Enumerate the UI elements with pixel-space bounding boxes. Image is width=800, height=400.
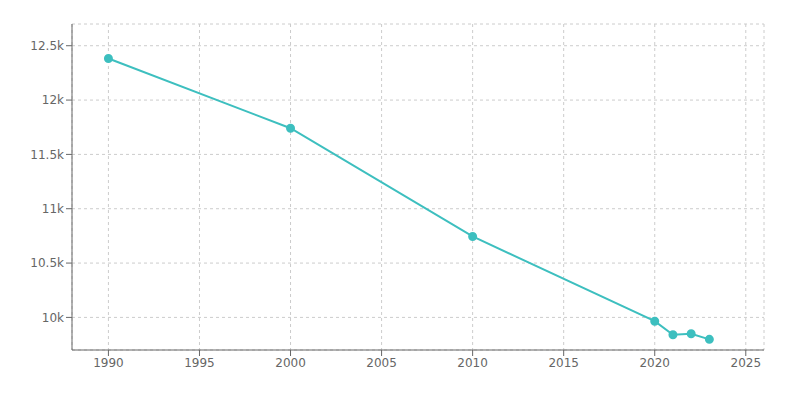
svg-text:12k: 12k xyxy=(42,93,64,107)
svg-text:10k: 10k xyxy=(42,311,64,325)
svg-text:2000: 2000 xyxy=(275,356,306,370)
svg-text:1995: 1995 xyxy=(184,356,215,370)
svg-text:2015: 2015 xyxy=(548,356,579,370)
svg-text:2025: 2025 xyxy=(731,356,762,370)
svg-text:11.5k: 11.5k xyxy=(30,148,64,162)
svg-text:1990: 1990 xyxy=(93,356,124,370)
svg-text:2010: 2010 xyxy=(457,356,488,370)
svg-text:11k: 11k xyxy=(42,202,64,216)
svg-text:2005: 2005 xyxy=(366,356,397,370)
svg-text:2020: 2020 xyxy=(639,356,670,370)
svg-text:12.5k: 12.5k xyxy=(30,39,64,53)
svg-text:10.5k: 10.5k xyxy=(30,256,64,270)
